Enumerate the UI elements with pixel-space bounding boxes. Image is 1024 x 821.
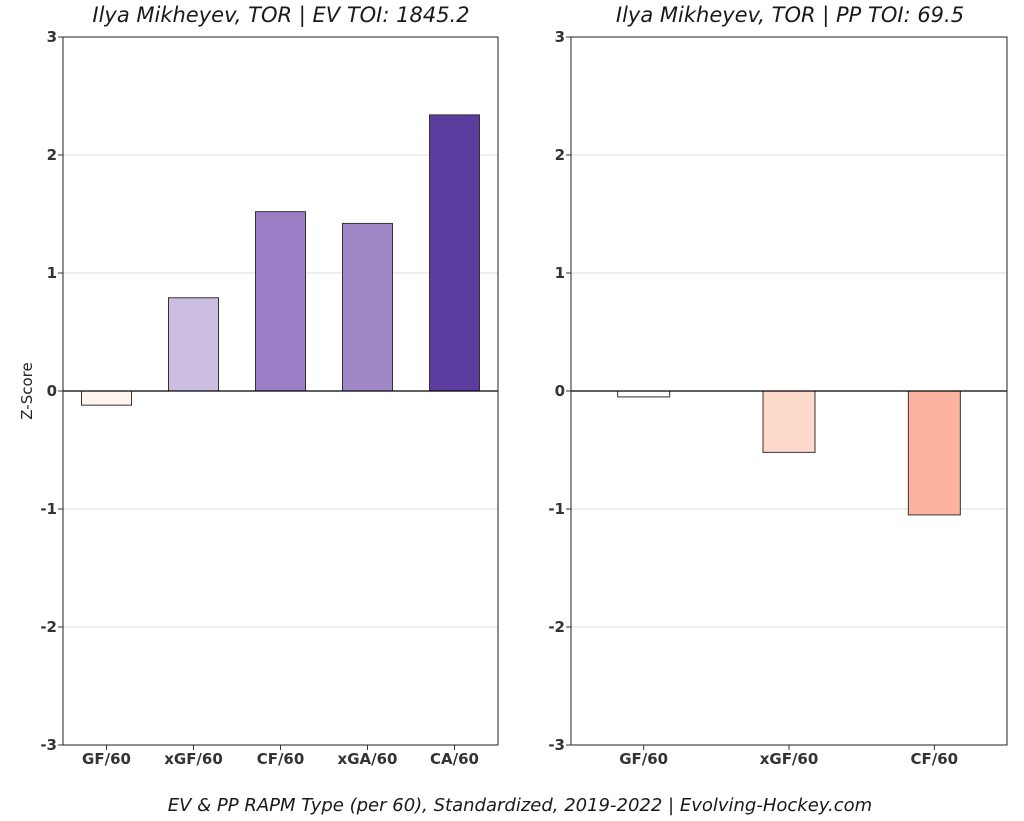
- ev-x-tick-label: xGF/60: [164, 750, 223, 768]
- pp-bar-gf-60: [617, 390, 671, 398]
- pp-x-tick-label: CF/60: [911, 750, 959, 768]
- pp-axes-frame: [570, 36, 1008, 746]
- pp-bar-cf-60: [907, 390, 961, 516]
- ev-chart-panel: 3 2 1 0 -1 -2 -3 GF/60 xGF/60 CF/60 xGA/60 CA/60 Ily…: [18, 3, 499, 768]
- pp-y-tick-label: -1: [548, 500, 565, 518]
- ev-bar-cf-60: [255, 211, 306, 392]
- pp-x-tick-label: GF/60: [619, 750, 668, 768]
- ev-x-tick-label: CA/60: [430, 750, 479, 768]
- ev-y-tick-label: 3: [47, 28, 57, 46]
- ev-chart-title: Ilya Mikheyev, TOR | EV TOI: 1845.2: [92, 3, 469, 28]
- ev-y-tick-label: -3: [40, 736, 57, 754]
- ev-bar-ca-60: [429, 114, 480, 392]
- ev-y-tick-label: 1: [47, 264, 57, 282]
- ev-x-tick-label: CF/60: [257, 750, 305, 768]
- ev-axes-frame: [62, 36, 499, 746]
- ev-bar-xga-60: [342, 222, 393, 392]
- pp-y-tick-label: -2: [548, 618, 565, 636]
- pp-y-tick-label: 1: [555, 264, 565, 282]
- pp-chart-title: Ilya Mikheyev, TOR | PP TOI: 69.5: [616, 3, 964, 28]
- pp-y-tick-label: 3: [555, 28, 565, 46]
- ev-y-tick-label: -2: [40, 618, 57, 636]
- pp-x-tick-label: xGF/60: [760, 750, 819, 768]
- pp-y-tick-label: -3: [548, 736, 565, 754]
- ev-bar-xgf-60: [168, 297, 219, 392]
- figure-caption: EV & PP RAPM Type (per 60), Standardized…: [168, 795, 872, 816]
- pp-y-tick-label: 2: [555, 146, 565, 164]
- ev-y-tick-label: 2: [47, 146, 57, 164]
- ev-y-tick-label: -1: [40, 500, 57, 518]
- ev-x-tick-label: xGA/60: [338, 750, 398, 768]
- ev-y-axis-label: Z-Score: [18, 362, 36, 419]
- ev-bar-gf-60: [81, 390, 132, 406]
- ev-x-tick-label: GF/60: [82, 750, 131, 768]
- pp-chart-panel: 3 2 1 0 -1 -2 -3 GF/60 xGF/60 CF/60 Ilya Mikheyev,…: [548, 3, 1008, 768]
- pp-bar-xgf-60: [762, 390, 816, 453]
- ev-y-tick-label: 0: [47, 382, 57, 400]
- pp-y-tick-label: 0: [555, 382, 565, 400]
